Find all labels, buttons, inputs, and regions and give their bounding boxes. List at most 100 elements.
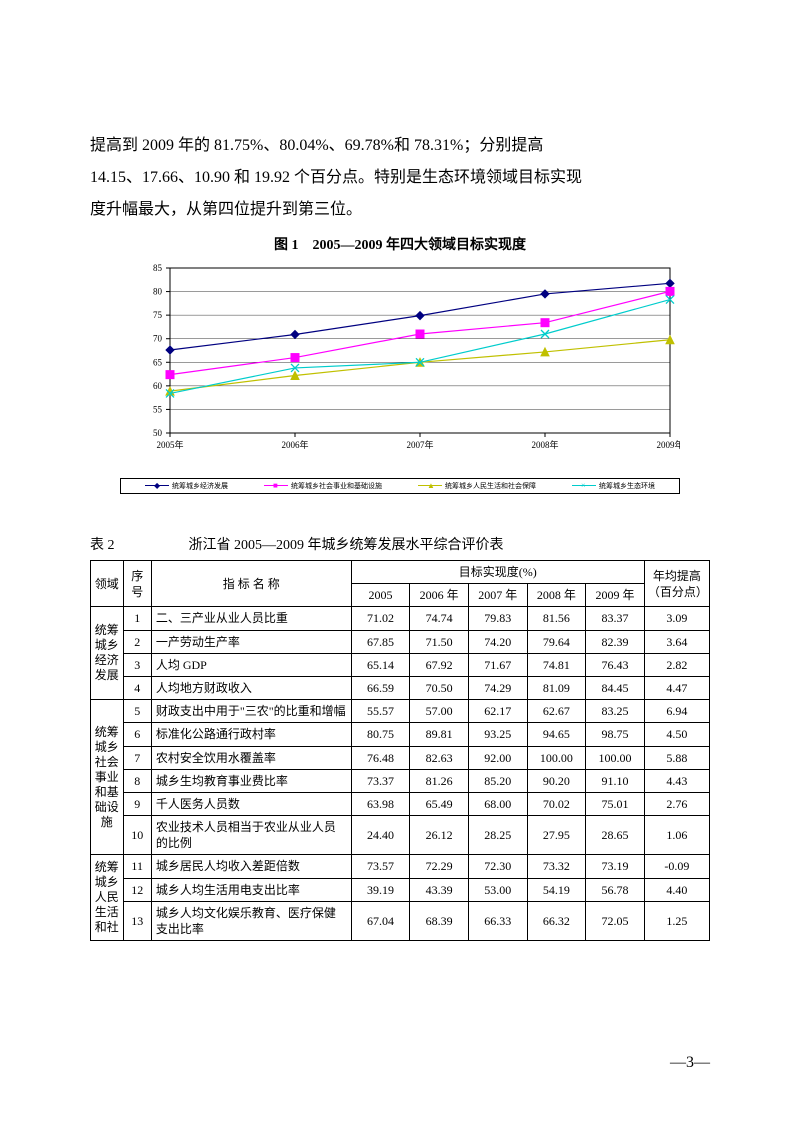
value-cell: 81.56 <box>527 607 586 630</box>
increase-cell: 4.47 <box>644 676 709 699</box>
table-row: 8城乡生均教育事业费比率73.3781.2685.2090.2091.104.4… <box>91 769 710 792</box>
indicator-name-cell: 城乡人均文化娱乐教育、医疗保健支出比率 <box>151 901 351 940</box>
legend-label: 统筹城乡人民生活和社会保障 <box>445 481 536 491</box>
value-cell: 75.01 <box>586 792 645 815</box>
value-cell: 39.19 <box>351 878 410 901</box>
col-year: 2005 <box>351 584 410 607</box>
svg-text:80: 80 <box>153 287 163 297</box>
index-cell: 3 <box>123 653 151 676</box>
value-cell: 43.39 <box>410 878 469 901</box>
value-cell: 67.04 <box>351 901 410 940</box>
text: ；分别提高 <box>463 137 543 154</box>
text: 度升幅最大，从第四位提升到第三位。 <box>90 201 362 218</box>
increase-cell: 1.25 <box>644 901 709 940</box>
legend-swatch: ▲ <box>418 482 442 490</box>
col-year: 2009 年 <box>586 584 645 607</box>
value-cell: 70.50 <box>410 676 469 699</box>
col-year: 2007 年 <box>468 584 527 607</box>
col-year: 2008 年 <box>527 584 586 607</box>
svg-text:60: 60 <box>153 381 163 391</box>
index-cell: 13 <box>123 901 151 940</box>
text: 环 <box>454 169 470 186</box>
col-metric-group: 目标实现度(%) <box>351 561 644 584</box>
svg-text:2009年: 2009年 <box>656 439 680 450</box>
increase-cell: 2.76 <box>644 792 709 815</box>
table-caption: 浙江省 2005—2009 年城乡统筹发展水平综合评价表 <box>189 538 504 553</box>
table-row: 7农村安全饮用水覆盖率76.4882.6392.00100.00100.005.… <box>91 746 710 769</box>
domain-cell: 统筹城乡人民生活和社 <box>91 855 124 941</box>
svg-text:65: 65 <box>153 357 163 367</box>
domain-cell: 统筹城乡经济发展 <box>91 607 124 700</box>
col-index: 序号 <box>123 561 151 607</box>
increase-cell: -0.09 <box>644 855 709 878</box>
indicator-name-cell: 城乡人均生活用电支出比率 <box>151 878 351 901</box>
value-cell: 65.49 <box>410 792 469 815</box>
value-cell: 94.65 <box>527 723 586 746</box>
value-cell: 71.02 <box>351 607 410 630</box>
table-row: 统筹城乡经济发展1二、三产业从业人员比重71.0274.7479.8381.56… <box>91 607 710 630</box>
index-cell: 6 <box>123 723 151 746</box>
value-cell: 72.05 <box>586 901 645 940</box>
text: 81.75%、80.04%、69.78%和 78.31% <box>214 137 463 154</box>
indicator-name-cell: 财政支出中用于"三农"的比重和增幅 <box>151 700 351 723</box>
line-chart-container: 50556065707580852005年2006年2007年2008年2009… <box>120 258 680 494</box>
value-cell: 24.40 <box>351 816 410 855</box>
increase-cell: 5.88 <box>644 746 709 769</box>
table-row: 4人均地方财政收入66.5970.5074.2981.0984.454.47 <box>91 676 710 699</box>
indicator-name-cell: 城乡居民人均收入差距倍数 <box>151 855 351 878</box>
table-row: 2一产劳动生产率67.8571.5074.2079.6482.393.64 <box>91 630 710 653</box>
value-cell: 82.39 <box>586 630 645 653</box>
indicator-name-cell: 农业技术人员相当于农业从业人员的比例 <box>151 816 351 855</box>
table-title: 表 2 浙江省 2005—2009 年城乡统筹发展水平综合评价表 <box>90 534 710 554</box>
index-cell: 11 <box>123 855 151 878</box>
index-cell: 5 <box>123 700 151 723</box>
value-cell: 62.17 <box>468 700 527 723</box>
increase-cell: 3.09 <box>644 607 709 630</box>
value-cell: 85.20 <box>468 769 527 792</box>
value-cell: 68.39 <box>410 901 469 940</box>
value-cell: 57.00 <box>410 700 469 723</box>
value-cell: 66.59 <box>351 676 410 699</box>
value-cell: 83.37 <box>586 607 645 630</box>
page-number: —3— <box>670 1054 710 1072</box>
figure-label: 图 1 <box>274 238 299 253</box>
indicator-name-cell: 城乡生均教育事业费比率 <box>151 769 351 792</box>
value-cell: 71.67 <box>468 653 527 676</box>
value-cell: 81.26 <box>410 769 469 792</box>
value-cell: 74.74 <box>410 607 469 630</box>
table-row: 6标准化公路通行政村率80.7589.8193.2594.6598.754.50 <box>91 723 710 746</box>
increase-cell: 2.82 <box>644 653 709 676</box>
value-cell: 89.81 <box>410 723 469 746</box>
value-cell: 63.98 <box>351 792 410 815</box>
increase-cell: 4.50 <box>644 723 709 746</box>
table-row: 统筹城乡社会事业和基础设施5财政支出中用于"三农"的比重和增幅55.5757.0… <box>91 700 710 723</box>
value-cell: 26.12 <box>410 816 469 855</box>
svg-text:85: 85 <box>153 263 163 273</box>
value-cell: 84.45 <box>586 676 645 699</box>
chart-legend: ◆统筹城乡经济发展■统筹城乡社会事业和基础设施▲统筹城乡人民生活和社会保障×统筹… <box>120 478 680 494</box>
indicator-name-cell: 千人医务人员数 <box>151 792 351 815</box>
value-cell: 28.25 <box>468 816 527 855</box>
evaluation-table: 领域 序号 指 标 名 称 目标实现度(%) 年均提高（百分点） 2005200… <box>90 560 710 941</box>
value-cell: 98.75 <box>586 723 645 746</box>
value-cell: 92.00 <box>468 746 527 769</box>
legend-label: 统筹城乡生态环境 <box>599 481 655 491</box>
value-cell: 81.09 <box>527 676 586 699</box>
index-cell: 1 <box>123 607 151 630</box>
index-cell: 2 <box>123 630 151 653</box>
index-cell: 9 <box>123 792 151 815</box>
value-cell: 100.00 <box>586 746 645 769</box>
value-cell: 90.20 <box>527 769 586 792</box>
figure-title: 图 1 2005—2009 年四大领域目标实现度 <box>90 234 710 254</box>
value-cell: 73.57 <box>351 855 410 878</box>
value-cell: 79.83 <box>468 607 527 630</box>
text: 14.15、17.66、10.90 和 19.92 个百分点。特别是生 <box>90 169 438 186</box>
index-cell: 12 <box>123 878 151 901</box>
table-row: 10农业技术人员相当于农业从业人员的比例24.4026.1228.2527.95… <box>91 816 710 855</box>
value-cell: 53.00 <box>468 878 527 901</box>
line-chart: 50556065707580852005年2006年2007年2008年2009… <box>120 258 680 478</box>
value-cell: 55.57 <box>351 700 410 723</box>
value-cell: 68.00 <box>468 792 527 815</box>
legend-label: 统筹城乡社会事业和基础设施 <box>291 481 382 491</box>
legend-item: ◆统筹城乡经济发展 <box>141 481 232 491</box>
